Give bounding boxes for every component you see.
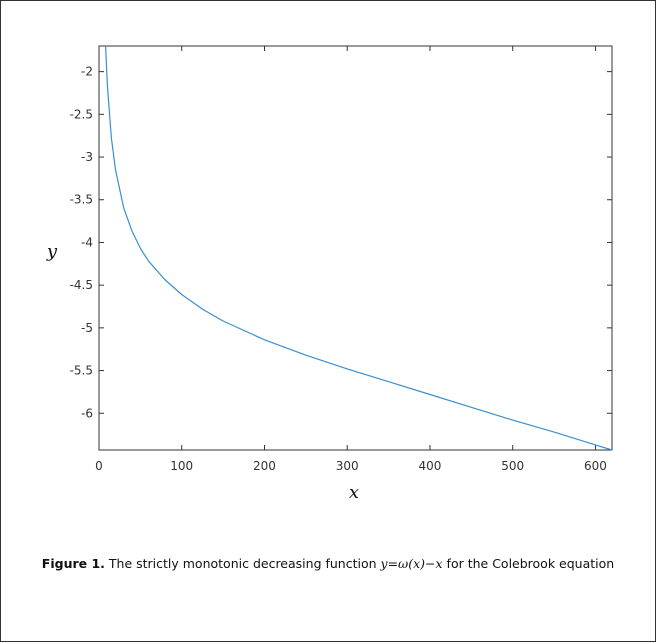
- caption-text-before: The strictly monotonic decreasing functi…: [104, 556, 381, 571]
- tick-labels: 0 100 200 300 400 500 600 -2 -2.5 -3 -3.5 -4 -4.5 -5 -…: [70, 65, 607, 473]
- x-tick-label: 0: [95, 459, 103, 473]
- x-tick-label: 600: [584, 459, 607, 473]
- x-tick-label: 300: [336, 459, 359, 473]
- series-line: [105, 45, 613, 451]
- x-axis-label: x: [349, 482, 359, 503]
- series-layer: [105, 45, 613, 451]
- y-tick-label: -5: [81, 321, 93, 335]
- caption-label: Figure 1.: [41, 556, 105, 571]
- x-tick-label: 400: [419, 459, 442, 473]
- y-tick-label: -3.5: [70, 193, 93, 207]
- y-axis-label: y: [46, 241, 58, 262]
- line-chart: 0 100 200 300 400 500 600 -2 -2.5 -3 -3.5 -4 -4.5 -5 -…: [46, 45, 613, 503]
- x-tick-label: 500: [501, 459, 524, 473]
- caption-text-after: for the Colebrook equation: [442, 556, 615, 571]
- figure-caption: Figure 1. The strictly monotonic decreas…: [21, 556, 635, 572]
- axes: [98, 45, 613, 451]
- y-tick-label: -2: [81, 65, 93, 79]
- y-tick-label: -4: [81, 235, 93, 249]
- ticks: [98, 46, 612, 450]
- y-tick-label: -2.5: [70, 107, 93, 121]
- caption-math: y=ω(x)−x: [380, 556, 443, 571]
- y-tick-label: -5.5: [70, 364, 93, 378]
- y-tick-label: -3: [81, 150, 93, 164]
- y-tick-label: -4.5: [70, 278, 93, 292]
- plot-area-border: [98, 45, 613, 451]
- x-tick-label: 100: [170, 459, 193, 473]
- y-tick-label: -6: [81, 406, 93, 420]
- x-tick-label: 200: [253, 459, 276, 473]
